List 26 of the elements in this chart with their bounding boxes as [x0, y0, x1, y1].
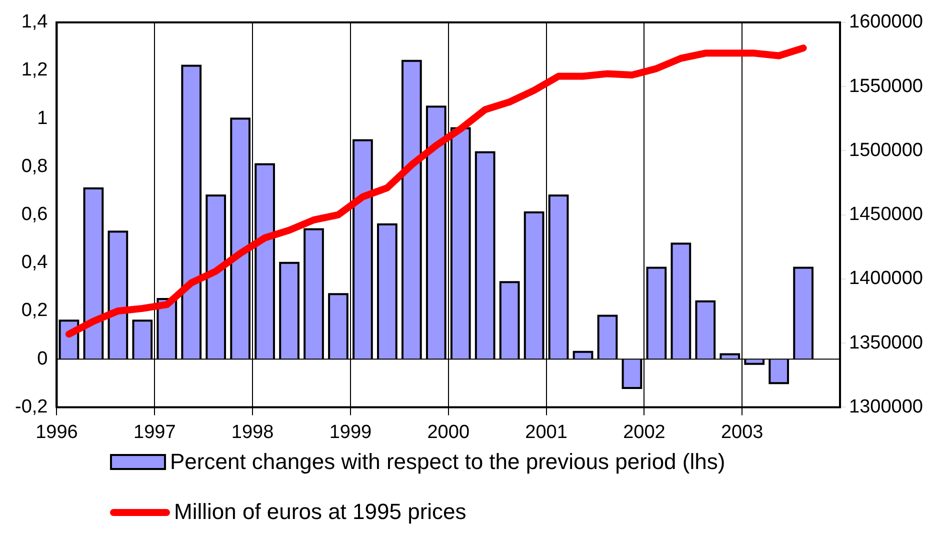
y-tick-label: -0,2 [14, 396, 48, 418]
y-tick-label: 0 [37, 348, 48, 370]
x-tick-label: 2003 [720, 422, 764, 443]
y2-tick-label: 1400000 [849, 268, 923, 290]
y2-tick-label: 1450000 [849, 204, 923, 226]
legend-label: Percent changes with respect to the previous period (lhs) [170, 449, 726, 474]
y-tick-label: 0,8 [21, 156, 48, 177]
y2-tick-label: 1600000 [849, 12, 923, 33]
x-tick-label: 1996 [36, 422, 78, 443]
y-tick-label: 0,4 [21, 252, 48, 274]
y2-tick-label: 1300000 [849, 396, 923, 418]
x-tick-label: 1998 [231, 422, 274, 443]
legend-label: Million of euros at 1995 prices [174, 499, 466, 524]
x-tick-label: 2002 [623, 422, 666, 443]
y-tick-label: 1 [37, 108, 48, 129]
x-tick-label: 2000 [427, 422, 470, 443]
y2-tick-label: 1550000 [849, 76, 923, 97]
y-tick-label: 1,2 [21, 60, 48, 81]
y-tick-label: 0,2 [21, 300, 48, 322]
y-tick-label: 0,6 [21, 204, 48, 226]
x-tick-label: 1997 [134, 422, 176, 443]
y2-tick-label: 1350000 [849, 332, 923, 354]
y-tick-label: 1,4 [21, 12, 48, 33]
y2-tick-label: 1500000 [849, 140, 923, 161]
x-tick-label: 2001 [525, 422, 568, 443]
x-tick-label: 1999 [329, 422, 372, 443]
